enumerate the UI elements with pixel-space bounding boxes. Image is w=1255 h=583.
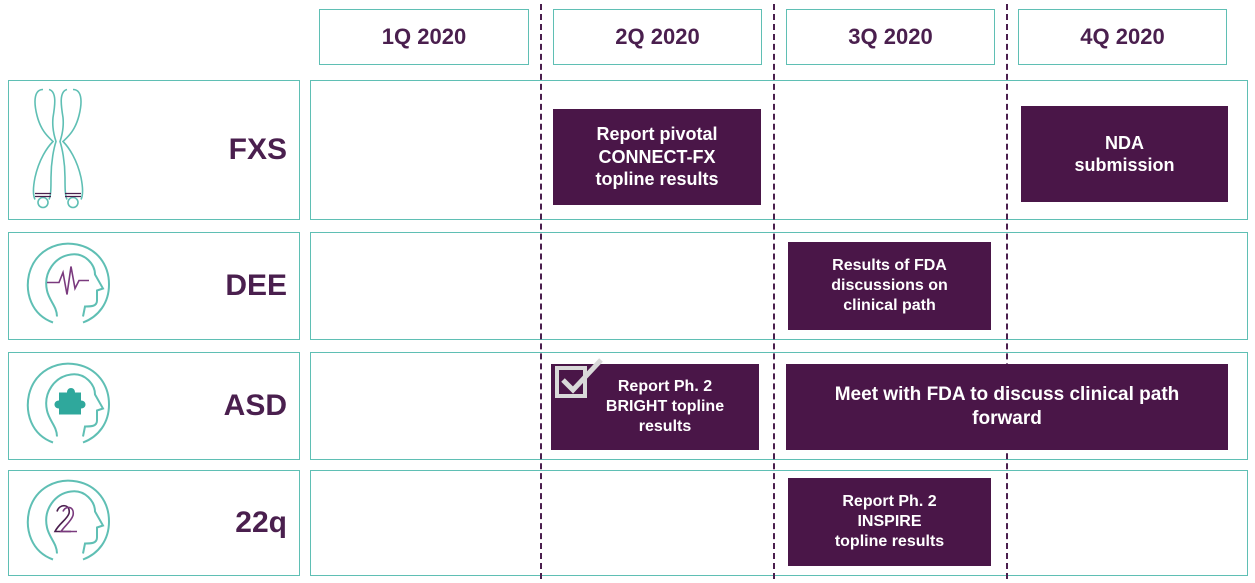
checkmark-icon — [553, 356, 607, 405]
chromosome-icon — [23, 86, 93, 215]
quarter-header-1q: 1Q 2020 — [319, 9, 529, 65]
row-label-dee: DEE — [8, 232, 300, 340]
row-body-dee — [310, 232, 1248, 340]
milestone-asd-3q-4q: Meet with FDA to discuss clinical path f… — [786, 364, 1228, 450]
quarter-divider-1 — [540, 4, 542, 579]
brain-wave-head-icon — [23, 237, 113, 336]
row-label-22q: 22q — [8, 470, 300, 576]
quarter-header-3q: 3Q 2020 — [786, 9, 995, 65]
milestone-22q-3q: Report Ph. 2 INSPIRE topline results — [788, 478, 991, 566]
quarter-divider-3 — [1006, 4, 1008, 579]
row-label-fxs: FXS — [8, 80, 300, 220]
quarter-header-4q: 4Q 2020 — [1018, 9, 1227, 65]
milestone-fxs-2q: Report pivotal CONNECT-FX topline result… — [553, 109, 761, 205]
milestone-fxs-4q: NDA submission — [1021, 106, 1228, 202]
row-name-22q: 22q — [235, 506, 287, 539]
row-body-22q — [310, 470, 1248, 576]
row-name-asd: ASD — [223, 389, 287, 422]
row-name-fxs: FXS — [228, 133, 287, 166]
quarter-divider-2 — [773, 4, 775, 579]
quarter-header-2q: 2Q 2020 — [553, 9, 762, 65]
22-head-icon — [23, 474, 113, 573]
puzzle-head-icon — [23, 357, 113, 456]
row-name-dee: DEE — [225, 269, 287, 302]
row-label-asd: ASD — [8, 352, 300, 460]
milestone-dee-3q: Results of FDA discussions on clinical p… — [788, 242, 991, 330]
